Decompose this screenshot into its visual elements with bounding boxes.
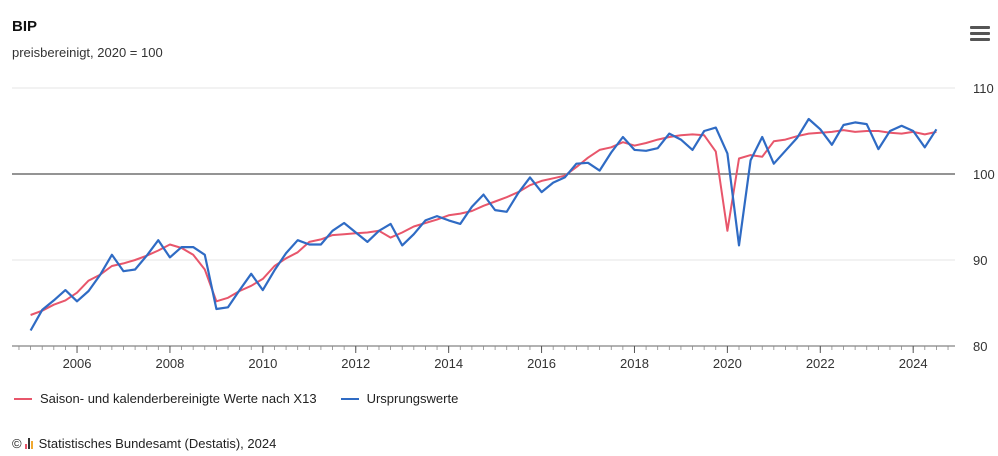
destatis-logo-icon: [24, 438, 33, 449]
copyright-symbol: ©: [12, 436, 22, 451]
chart-subtitle: preisbereinigt, 2020 = 100: [12, 45, 163, 60]
x-axis: 2006 2008 2010 2012 2014 2016 2018 2020 2022 2024: [12, 345, 955, 371]
menu-bar: [970, 26, 990, 29]
x-tick-label: 2008: [155, 356, 184, 371]
y-tick-label: 110: [973, 81, 994, 96]
y-tick-label: 100: [973, 167, 995, 182]
chart-title: BIP: [12, 18, 38, 35]
menu-bar: [970, 38, 990, 41]
x-tick-label: 2010: [248, 356, 277, 371]
x-tick-label: 2024: [899, 356, 928, 371]
y-tick-label: 90: [973, 253, 987, 268]
legend-swatch-adjusted: [14, 397, 32, 400]
source-credit: © Statistisches Bundesamt (Destatis), 20…: [12, 436, 276, 451]
x-tick-label: 2020: [713, 356, 742, 371]
legend-swatch-original: [340, 397, 359, 400]
x-tick-label: 2022: [806, 356, 835, 371]
menu-bar: [970, 32, 990, 35]
y-axis: 80 90 100 110: [973, 81, 995, 354]
legend-item-adjusted[interactable]: Saison- und kalenderbereinigte Werte nac…: [14, 391, 317, 406]
legend-item-original[interactable]: Ursprungswerte: [340, 391, 459, 406]
x-tick-label: 2016: [527, 356, 556, 371]
x-tick-label: 2012: [341, 356, 370, 371]
x-tick-label: 2018: [620, 356, 649, 371]
y-tick-label: 80: [973, 339, 987, 354]
x-tick-label: 2014: [434, 356, 463, 371]
series-line-original: [29, 117, 938, 332]
legend-label-adjusted: Saison- und kalenderbereinigte Werte nac…: [40, 391, 317, 406]
series-line-adjusted: [30, 129, 937, 316]
legend-label-original: Ursprungswerte: [366, 391, 459, 406]
x-tick-label: 2006: [63, 356, 92, 371]
legend: Saison- und kalenderbereinigte Werte nac…: [14, 391, 458, 406]
hamburger-menu-icon[interactable]: [970, 26, 990, 42]
series-group: [29, 117, 938, 332]
source-text: Statistisches Bundesamt (Destatis), 2024: [38, 436, 277, 451]
